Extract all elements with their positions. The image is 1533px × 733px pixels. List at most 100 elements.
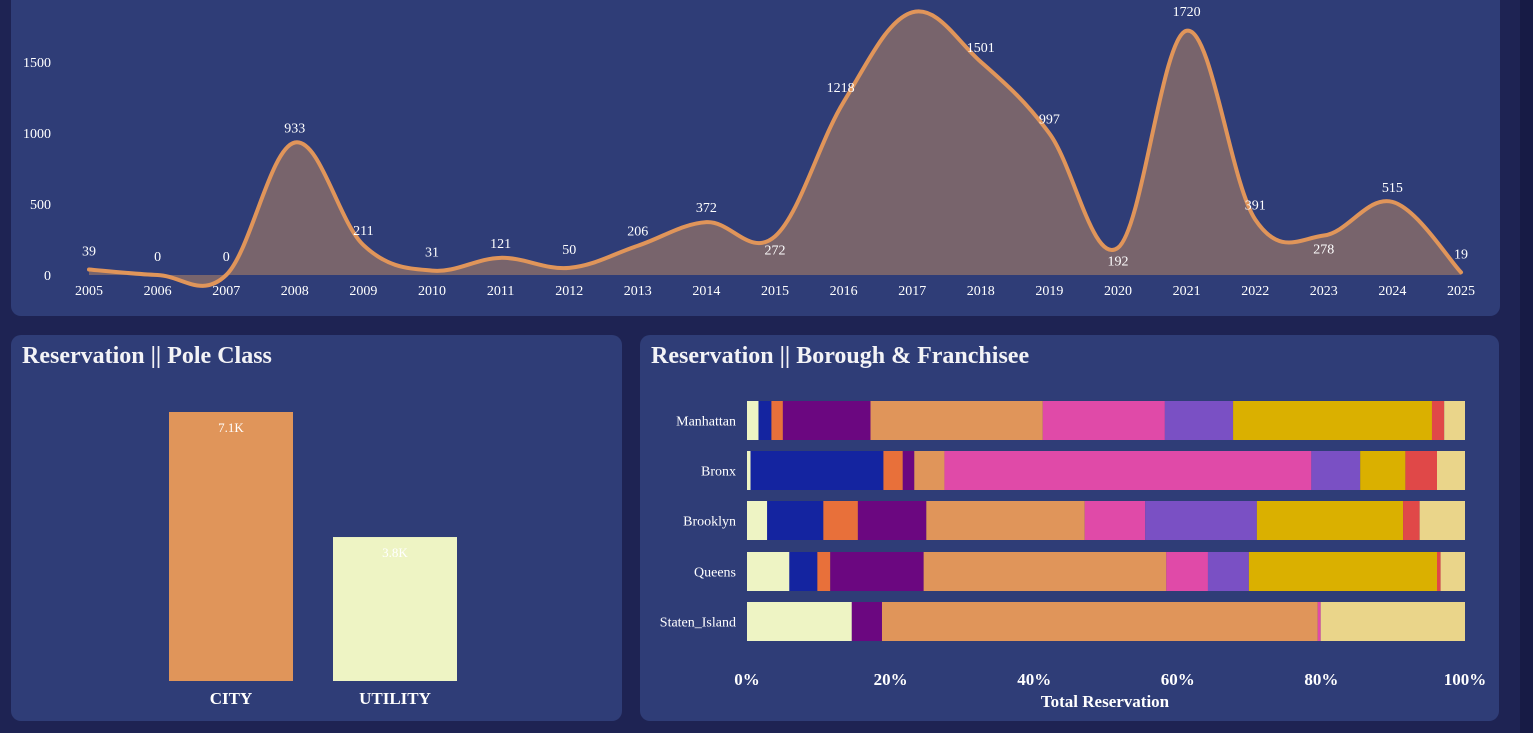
x-tick-label: 80% bbox=[1304, 670, 1338, 689]
stacked-segment bbox=[902, 451, 915, 490]
x-tick-label: 2014 bbox=[692, 284, 720, 299]
borough-franchisee-chart: Manhattan Bronx Brooklyn Queens Staten_Islan… bbox=[660, 401, 1487, 711]
stacked-segment bbox=[747, 602, 852, 641]
stacked-segment bbox=[1436, 552, 1441, 591]
data-label: 1501 bbox=[967, 41, 995, 56]
area-line bbox=[87, 9, 1463, 288]
x-tick-label: 2021 bbox=[1173, 284, 1201, 299]
data-label: 272 bbox=[765, 243, 786, 258]
stacked-segment bbox=[771, 401, 783, 440]
data-label: 39 bbox=[82, 244, 96, 259]
stacked-segment bbox=[1233, 401, 1432, 440]
x-tick-label: 2019 bbox=[1035, 284, 1063, 299]
stacked-segment bbox=[1436, 451, 1465, 490]
window-edge bbox=[1520, 0, 1533, 733]
stacked-segment bbox=[747, 552, 790, 591]
stacked-segment bbox=[1084, 501, 1146, 540]
pole-class-card: Reservation || Pole Class 7.1K CITY 3.8K UT… bbox=[11, 335, 622, 721]
data-label: 0 bbox=[223, 250, 230, 265]
x-tick-label: 2013 bbox=[624, 284, 652, 299]
x-tick-label: 2010 bbox=[418, 284, 446, 299]
stacked-segment bbox=[750, 451, 884, 490]
data-label: 0 bbox=[154, 250, 161, 265]
data-label: 206 bbox=[627, 225, 648, 240]
y-tick-label: 500 bbox=[30, 198, 51, 213]
stacked-segment bbox=[1145, 501, 1257, 540]
reservation-trend-card: 0 500 1000 1500 2005 2006 2007 2008 2009 2010 2011… bbox=[11, 0, 1500, 316]
stacked-segment bbox=[1317, 602, 1321, 641]
borough-franchisee-title: Reservation || Borough & Franchisee bbox=[651, 343, 1030, 369]
bar bbox=[333, 537, 457, 681]
stacked-segment bbox=[914, 451, 945, 490]
y-tick-label: 1000 bbox=[23, 127, 51, 142]
x-tick-label: 2022 bbox=[1241, 284, 1269, 299]
stacked-segment bbox=[782, 401, 871, 440]
data-label: 211 bbox=[353, 224, 373, 239]
stacked-segment bbox=[857, 501, 927, 540]
x-tick-label: 2006 bbox=[144, 284, 172, 299]
stacked-segment bbox=[1403, 501, 1420, 540]
stacked-segment bbox=[747, 501, 768, 540]
stacked-segment bbox=[851, 602, 882, 641]
stacked-segment bbox=[823, 501, 858, 540]
data-label: 278 bbox=[1313, 243, 1334, 258]
stacked-segment bbox=[1444, 401, 1465, 440]
x-tick-label: 2017 bbox=[898, 284, 926, 299]
stacked-segment bbox=[747, 401, 759, 440]
x-tick-label: 60% bbox=[1161, 670, 1195, 689]
data-label: 1720 bbox=[1173, 5, 1201, 20]
stacked-segment bbox=[1405, 451, 1437, 490]
stacked-segment bbox=[1431, 401, 1445, 440]
stacked-segment bbox=[830, 552, 924, 591]
stacked-segment bbox=[1166, 552, 1208, 591]
stacked-segment bbox=[747, 451, 751, 490]
stacked-segment bbox=[1311, 451, 1361, 490]
stacked-segment bbox=[923, 552, 1167, 591]
stacked-segment bbox=[758, 401, 772, 440]
x-tick-label: 2018 bbox=[967, 284, 995, 299]
stacked-segment bbox=[789, 552, 818, 591]
x-tick-label: 100% bbox=[1444, 670, 1487, 689]
x-tick-label: 2009 bbox=[349, 284, 377, 299]
borough-label: Manhattan bbox=[676, 415, 736, 430]
stacked-segment bbox=[1164, 401, 1234, 440]
stacked-segment bbox=[1248, 552, 1437, 591]
data-label: 515 bbox=[1382, 181, 1403, 196]
borough-franchisee-card: Reservation || Borough & Franchisee Manh… bbox=[640, 335, 1499, 721]
x-tick-label: 2011 bbox=[487, 284, 514, 299]
x-tick-label: 2005 bbox=[75, 284, 103, 299]
x-tick-label: 2023 bbox=[1310, 284, 1338, 299]
stacked-segment bbox=[1360, 451, 1406, 490]
borough-label: Bronx bbox=[701, 465, 736, 480]
stacked-segment bbox=[817, 552, 831, 591]
data-label: 391 bbox=[1245, 198, 1266, 213]
stacked-segment bbox=[1419, 501, 1465, 540]
data-label: 50 bbox=[562, 243, 576, 258]
x-tick-label: 0% bbox=[734, 670, 760, 689]
stacked-segment bbox=[1320, 602, 1465, 641]
y-tick-label: 0 bbox=[44, 269, 51, 284]
x-tick-label: 2007 bbox=[212, 284, 240, 299]
bar-category-label: CITY bbox=[210, 689, 253, 708]
x-tick-label: 20% bbox=[874, 670, 908, 689]
x-tick-label: 2016 bbox=[830, 284, 858, 299]
bar-data-label: 7.1K bbox=[218, 420, 244, 435]
x-axis-title: Total Reservation bbox=[1041, 692, 1170, 711]
stacked-segment bbox=[767, 501, 824, 540]
stacked-segment bbox=[926, 501, 1085, 540]
x-tick-label: 2020 bbox=[1104, 284, 1132, 299]
bar-data-label: 3.8K bbox=[382, 545, 408, 560]
data-label: 31 bbox=[425, 246, 439, 261]
x-tick-label: 2024 bbox=[1378, 284, 1406, 299]
x-tick-label: 2025 bbox=[1447, 284, 1475, 299]
stacked-segment bbox=[1440, 552, 1465, 591]
stacked-segment bbox=[1256, 501, 1404, 540]
borough-label: Queens bbox=[694, 566, 736, 581]
stacked-segment bbox=[870, 401, 1043, 440]
data-label: 933 bbox=[284, 122, 305, 137]
x-tick-label: 2012 bbox=[555, 284, 583, 299]
bar bbox=[169, 412, 293, 681]
x-tick-label: 2015 bbox=[761, 284, 789, 299]
data-label: 372 bbox=[696, 201, 717, 216]
